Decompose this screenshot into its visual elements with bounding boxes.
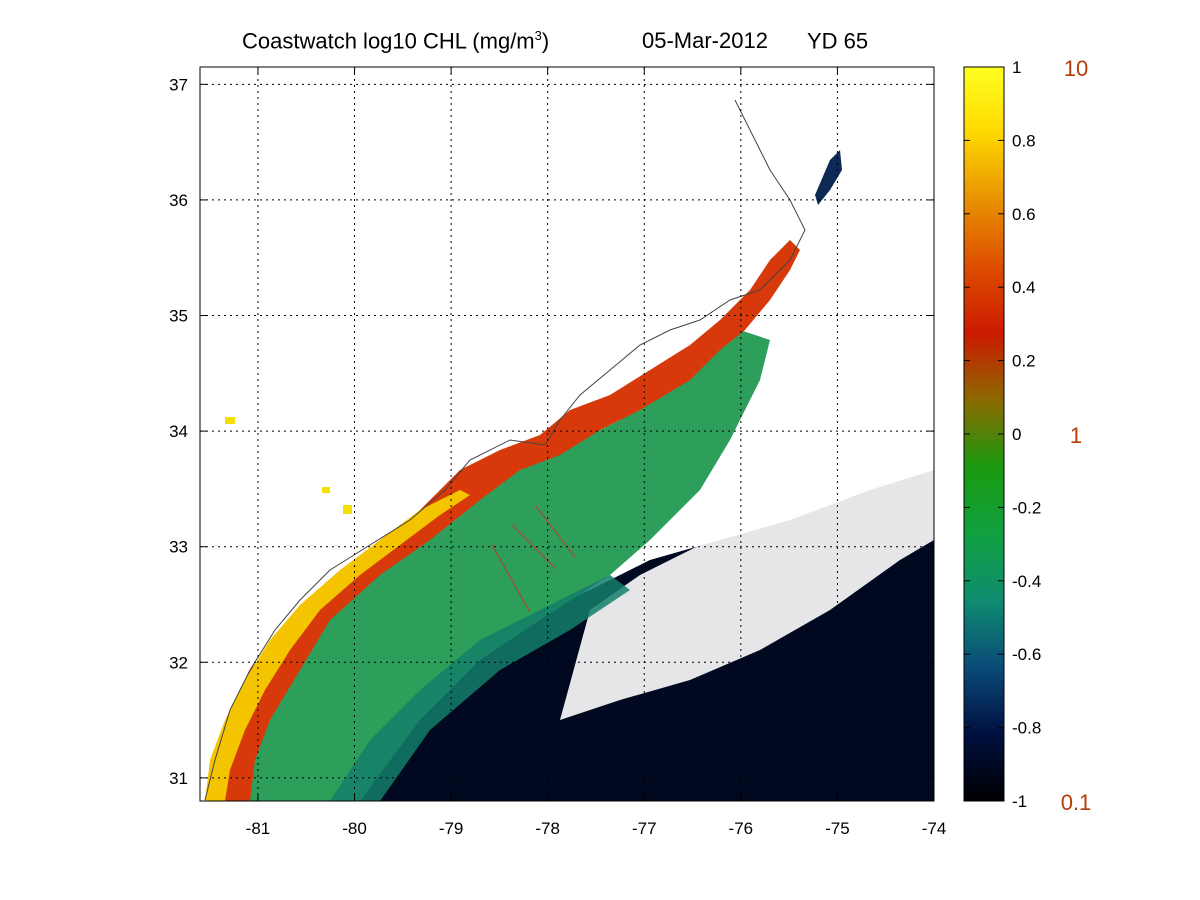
- y-tick-label: 35: [169, 307, 188, 326]
- title-yearday: YD 65: [807, 28, 869, 54]
- inland-lake-spot-2: [343, 505, 352, 514]
- y-tick-label: 36: [169, 191, 188, 210]
- colorbar-linear-label: 1: [1070, 423, 1082, 448]
- colorbar-tick-label: -0.8: [1012, 719, 1041, 738]
- x-axis-tick-labels: -81 -80 -79 -78 -77 -76 -75 -74: [246, 819, 947, 838]
- colorbar-tick-labels: 1 0.8 0.6 0.4 0.2 0 -0.2 -0.4 -0.6 -0.8 -1: [1012, 58, 1041, 811]
- colorbar-linear-label: 0.1: [1061, 790, 1092, 815]
- x-tick-label: -79: [439, 819, 464, 838]
- transect-line-1: [491, 544, 531, 613]
- colorbar-tick-label: 0.2: [1012, 352, 1036, 371]
- y-tick-label: 34: [169, 422, 188, 441]
- colorbar-tick-label: -0.6: [1012, 645, 1041, 664]
- title-suffix: ): [541, 28, 550, 54]
- inland-lake-spot: [225, 417, 235, 424]
- colorbar-tick-label: 1: [1012, 58, 1021, 77]
- mid-shelf-water: [330, 575, 630, 801]
- title-exponent: 3: [534, 28, 542, 43]
- coastal-high-chl: [205, 240, 800, 801]
- colorbar-tick-label: 0.8: [1012, 131, 1036, 150]
- title-date: 05-Mar-2012: [642, 28, 768, 54]
- map-grid: [200, 67, 934, 801]
- y-tick-label: 33: [169, 538, 188, 557]
- title-main: Coastwatch log10 CHL (mg/m: [242, 28, 535, 54]
- axis-ticks: [200, 67, 935, 801]
- x-tick-label: -76: [729, 819, 754, 838]
- x-tick-label: -74: [922, 819, 947, 838]
- x-tick-label: -77: [632, 819, 657, 838]
- colorbar-tick-label: 0: [1012, 425, 1021, 444]
- transect-line-3: [534, 504, 576, 558]
- map-title: Coastwatch log10 CHL (mg/m3) 05-Mar-2012 Y…: [242, 28, 868, 54]
- coastline: [204, 99, 806, 801]
- x-tick-label: -78: [535, 819, 560, 838]
- colorbar: [963, 66, 1005, 802]
- y-tick-label: 37: [169, 75, 188, 94]
- cloud-band: [560, 470, 934, 720]
- inland-lake-spot-3: [322, 487, 330, 493]
- colorbar-ticks: [964, 66, 1004, 802]
- x-tick-label: -81: [246, 819, 271, 838]
- colorbar-linear-label: 10: [1064, 56, 1088, 81]
- colorbar-linear-labels: 10 1 0.1: [1061, 56, 1092, 815]
- north-offshore-patch: [815, 150, 842, 205]
- colorbar-tick-label: -0.4: [1012, 572, 1041, 591]
- y-axis-tick-labels: 31 32 33 34 35 36 37: [169, 75, 188, 788]
- x-tick-label: -75: [825, 819, 850, 838]
- y-tick-label: 31: [169, 769, 188, 788]
- colorbar-tick-label: 0.6: [1012, 205, 1036, 224]
- colorbar-tick-label: -1: [1012, 792, 1027, 811]
- x-tick-label: -80: [342, 819, 367, 838]
- map-area: [200, 67, 934, 801]
- y-tick-label: 32: [169, 653, 188, 672]
- colorbar-tick-label: 0.4: [1012, 278, 1036, 297]
- colorbar-tick-label: -0.2: [1012, 498, 1041, 517]
- shelf-water: [205, 330, 770, 801]
- map-frame: [199, 66, 935, 802]
